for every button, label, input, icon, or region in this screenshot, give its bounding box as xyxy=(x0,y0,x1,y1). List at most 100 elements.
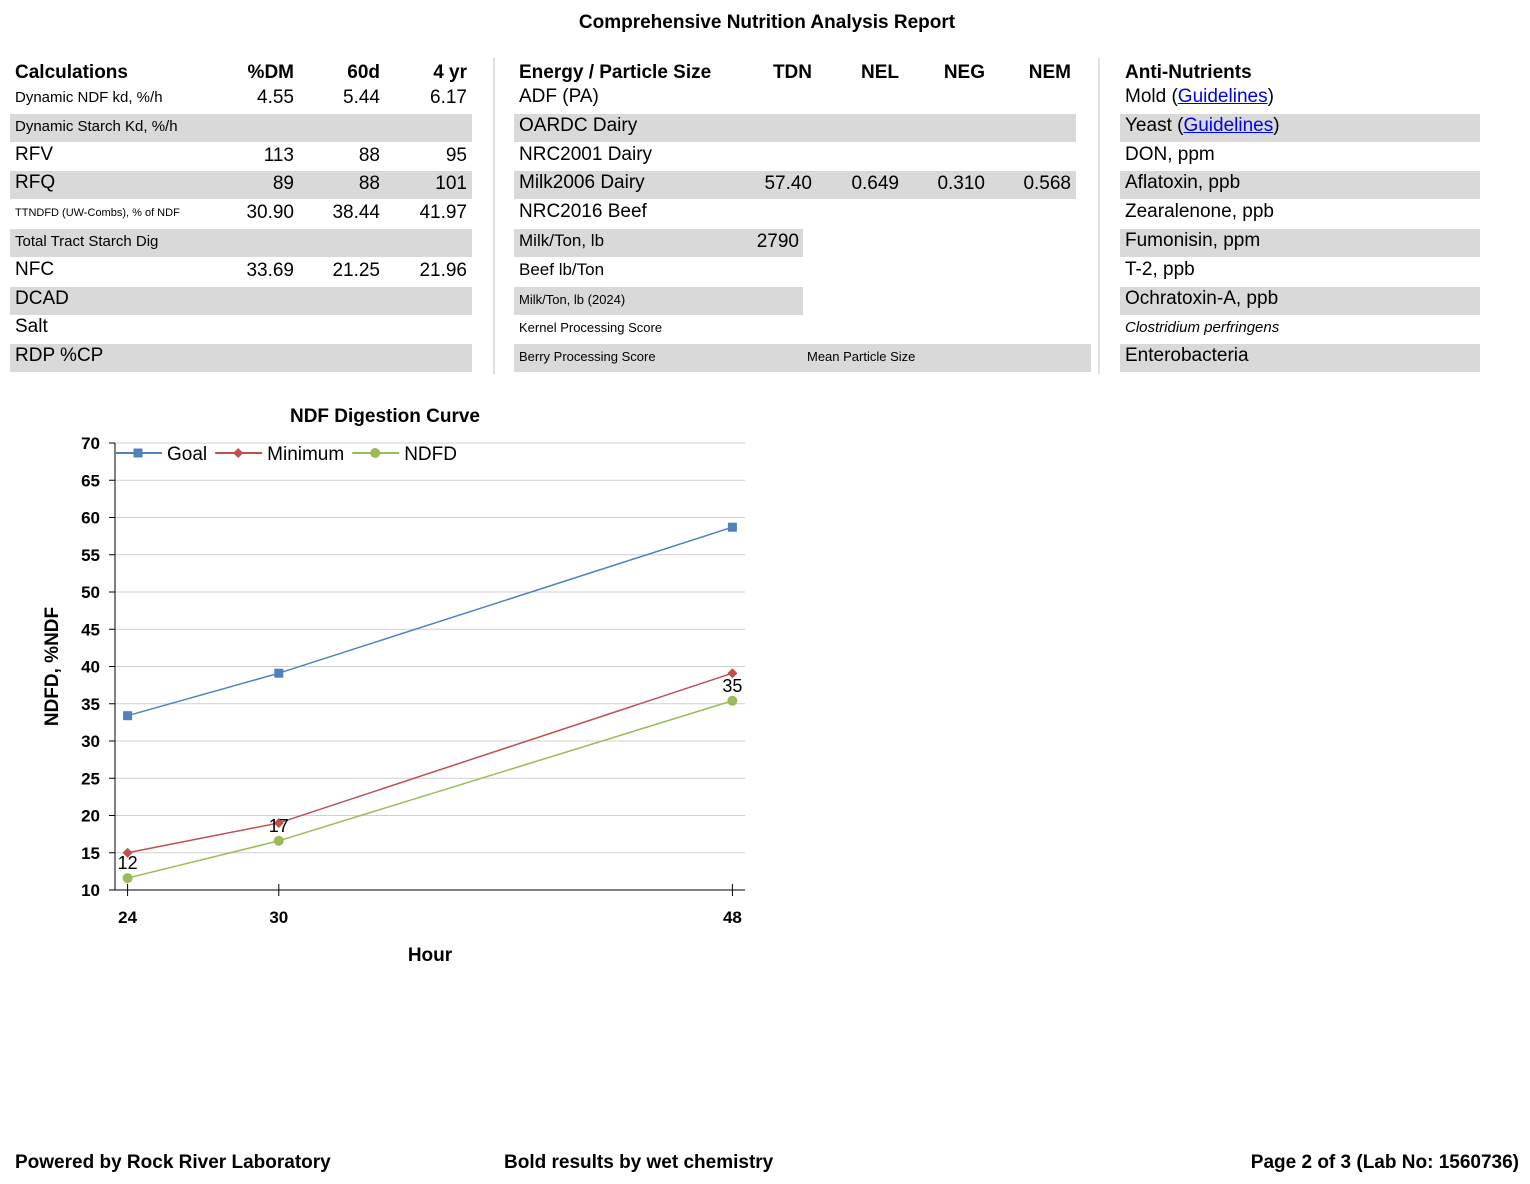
label-text: Total Tract Starch Dig xyxy=(15,233,159,250)
row-label: NFC xyxy=(15,258,54,282)
label-text: OARDC Dairy xyxy=(519,114,638,136)
cell-value: 88 xyxy=(358,144,380,166)
row-label: Milk2006 Dairy xyxy=(519,171,645,195)
label-text: Milk/Ton, lb (2024) xyxy=(519,291,626,307)
chart: NDF Digestion Curve 10 15 20 25 30 35 40 45 50 55 6… xyxy=(42,406,745,966)
column-header: Energy / Particle Size xyxy=(519,62,712,83)
y-tick-label: 70 xyxy=(81,434,100,453)
row-label: RDP %CP xyxy=(15,344,103,368)
cell-value: 0.649 xyxy=(851,173,899,195)
row-shading xyxy=(514,113,1076,142)
label-text: Berry Processing Score xyxy=(519,349,656,365)
row-label: Beef lb/Ton xyxy=(519,258,604,282)
cell-value: 89 xyxy=(272,173,294,195)
label-text: Milk2006 Dairy xyxy=(519,172,645,194)
column-header: Calculations xyxy=(15,62,128,83)
label-text: RFV xyxy=(15,143,53,165)
row-label: Berry Processing Score xyxy=(519,345,656,369)
cell-value: 21.25 xyxy=(332,259,380,281)
row-label: TTNDFD (UW-Combs), % of NDF xyxy=(15,201,180,225)
label-text: RDP %CP xyxy=(15,345,104,367)
label-text: Aflatoxin, ppb xyxy=(1125,172,1241,194)
row-label: Yeast (Guidelines) xyxy=(1125,114,1280,138)
row-label: Kernel Processing Score xyxy=(519,316,662,340)
column-header: 4 yr xyxy=(433,62,467,83)
cell-value: 6.17 xyxy=(430,87,467,108)
legend-label: Goal xyxy=(167,444,207,465)
row-shading xyxy=(10,286,472,315)
series-line xyxy=(127,526,733,717)
cell-value: 30.90 xyxy=(246,202,294,224)
data-label: 35 xyxy=(722,676,742,696)
column-header: 60d xyxy=(347,62,380,83)
cell-value: 33.69 xyxy=(246,259,294,281)
cell-value: 101 xyxy=(435,173,467,195)
column-header: NEL xyxy=(861,62,899,83)
row-label: Dynamic Starch Kd, %/h xyxy=(15,115,178,139)
series-line xyxy=(127,700,733,879)
y-tick-label: 20 xyxy=(81,807,100,826)
marker xyxy=(727,668,738,679)
label-text: NRC2001 Dairy xyxy=(519,143,653,165)
legend-label: Minimum xyxy=(267,444,344,465)
cell-value: 41.97 xyxy=(419,202,467,224)
row-note: Mean Particle Size xyxy=(807,349,916,365)
row-label: Fumonisin, ppm xyxy=(1125,229,1260,253)
row-shading xyxy=(1120,286,1480,315)
x-axis-label: Hour xyxy=(408,945,453,966)
label-text: Clostridium perfringens xyxy=(1125,319,1280,337)
y-tick-label: 65 xyxy=(81,471,100,490)
label-text: Salt xyxy=(15,316,48,338)
row-label: RFQ xyxy=(15,171,55,195)
cell-value: 5.44 xyxy=(343,87,380,108)
series-line xyxy=(127,672,733,854)
row-label: NRC2016 Beef xyxy=(519,200,647,224)
label-text: DCAD xyxy=(15,287,69,309)
label-text: Enterobacteria xyxy=(1125,345,1249,367)
row-shading xyxy=(1120,229,1480,257)
row-shading xyxy=(514,171,1076,200)
row-shading xyxy=(10,229,472,257)
row-label: ADF (PA) xyxy=(519,85,599,109)
y-tick-label: 15 xyxy=(81,844,100,863)
label-text: RFQ xyxy=(15,172,56,194)
guidelines-link[interactable]: Guidelines xyxy=(1177,86,1268,107)
label-text: Kernel Processing Score xyxy=(519,320,663,336)
row-shading xyxy=(514,229,803,257)
marker xyxy=(727,522,737,532)
report-title: Comprehensive Nutrition Analysis Report xyxy=(578,12,956,33)
marker xyxy=(123,711,133,721)
label-text: ) xyxy=(1267,86,1274,107)
row-label: Salt xyxy=(15,315,48,339)
label-text: Mold ( xyxy=(1125,86,1178,107)
row-label: Aflatoxin, ppb xyxy=(1125,171,1240,195)
marker xyxy=(133,448,143,458)
row-shading xyxy=(514,344,1091,373)
row-label: DCAD xyxy=(15,287,69,311)
cell-value: 0.568 xyxy=(1023,173,1071,195)
cell-value: 57.40 xyxy=(764,173,812,195)
y-tick-label: 60 xyxy=(81,509,100,528)
y-tick-label: 50 xyxy=(81,583,100,602)
y-tick-label: 45 xyxy=(81,620,100,639)
column-header: NEM xyxy=(1028,62,1071,83)
y-tick-label: 25 xyxy=(81,769,100,788)
row-label: Enterobacteria xyxy=(1125,344,1249,368)
x-tick-label: 24 xyxy=(118,908,137,927)
label-text: DON, ppm xyxy=(1125,143,1215,165)
row-label: Ochratoxin-A, ppb xyxy=(1125,287,1278,311)
column-header: TDN xyxy=(772,62,812,83)
marker xyxy=(370,448,381,458)
guidelines-link[interactable]: Guidelines xyxy=(1183,114,1274,136)
y-tick-label: 10 xyxy=(81,881,100,900)
row-label: Milk/Ton, lb (2024) xyxy=(519,288,625,312)
column-header: %DM xyxy=(247,62,294,83)
marker xyxy=(233,448,244,458)
row-label: OARDC Dairy xyxy=(519,114,637,138)
y-tick-label: 30 xyxy=(81,732,100,751)
x-tick-label: 48 xyxy=(723,908,742,927)
cell-value: 95 xyxy=(445,144,467,166)
cell-value: 88 xyxy=(358,173,380,195)
row-shading xyxy=(10,171,472,200)
